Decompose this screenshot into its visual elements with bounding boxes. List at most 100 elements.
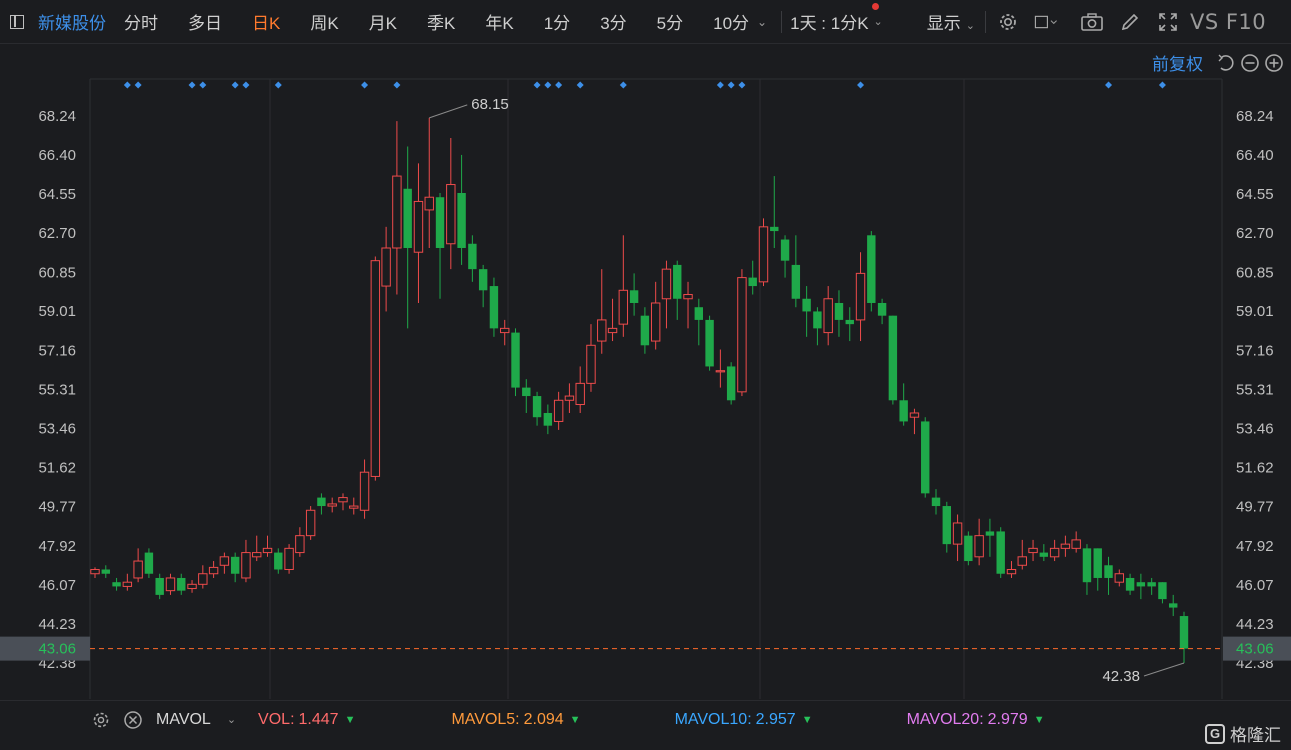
candle-body-down (1136, 582, 1146, 587)
tab-weekly-k[interactable]: 周K (310, 14, 339, 33)
event-marker-diamond-icon (544, 81, 552, 89)
candle-body-down (964, 535, 973, 562)
notification-dot-icon (871, 3, 879, 10)
y-tick-label-left: 51.62 (38, 460, 76, 477)
y-tick-label-left: 47.92 (38, 538, 76, 555)
candle-body-down (726, 366, 736, 401)
pencil-icon[interactable] (1118, 10, 1142, 34)
candle-body-down (834, 302, 844, 320)
candle-body-down (112, 582, 121, 587)
current-price-tag-right (1223, 636, 1291, 661)
fullscreen-icon[interactable] (1156, 10, 1180, 34)
event-marker-diamond-icon (555, 81, 563, 89)
candle-body-down (845, 319, 854, 325)
candlestick-chart[interactable]: 68.24 68.24 66.40 66.40 64.55 64.55 62.70 62.70… (0, 44, 1291, 700)
candle-body-up (586, 344, 596, 384)
candle-body-up (1017, 556, 1027, 566)
y-tick-label-left: 55.31 (38, 382, 76, 399)
display-button[interactable]: 显示 ⌄ (927, 9, 975, 34)
more-tabs-chevron-icon[interactable]: ⌄ (757, 14, 768, 29)
candle-body-up (90, 569, 100, 575)
legend-mavol20-value: 2.979 (987, 710, 1028, 728)
event-marker-diamond-icon (857, 81, 865, 89)
indicator-settings-icon[interactable] (90, 709, 112, 731)
y-tick-label-left: 62.70 (38, 225, 76, 242)
vs-f10-button[interactable]: VS F10 (1189, 9, 1267, 34)
candle-body-down (673, 264, 682, 299)
candle-body-down (155, 577, 164, 595)
candle-body-down (780, 239, 790, 261)
forward-adjust-button[interactable]: 前复权 (1152, 55, 1203, 74)
zoom-out-icon[interactable] (1239, 52, 1261, 74)
candle-body-down (748, 277, 757, 287)
tab-quarterly-k[interactable]: 季K (427, 14, 456, 33)
candle-body-down (791, 264, 801, 299)
candle-body-up (198, 573, 208, 585)
y-tick-label-right: 53.46 (1236, 421, 1274, 438)
sidebar-toggle-icon[interactable] (10, 14, 24, 29)
tab-monthly-k[interactable]: 月K (368, 14, 398, 33)
zoom-in-icon[interactable] (1263, 52, 1285, 74)
event-marker-diamond-icon (576, 81, 584, 89)
candle-body-up (446, 184, 456, 245)
low-price-label: 42.38 (1102, 668, 1140, 685)
interval-chevron-icon: ⌄ (873, 16, 883, 28)
current-price-tag-left (0, 636, 90, 661)
interval-selector[interactable]: 1天 : 1分K ⌄ (790, 3, 883, 34)
candle-body-down (694, 307, 704, 320)
candle-body-up (974, 535, 984, 558)
tab-1min[interactable]: 1分 (543, 14, 571, 33)
legend-mavol20: MAVOL20: 2.979 ▼ (907, 711, 1045, 729)
undo-icon[interactable] (1215, 52, 1237, 74)
candle-body-down (629, 290, 639, 303)
camera-icon[interactable] (1080, 10, 1104, 34)
high-label-leader (429, 104, 468, 119)
kline-chart-area[interactable]: 68.24 68.24 66.40 66.40 64.55 64.55 62.70 62.70… (0, 44, 1291, 700)
candle-body-down (705, 319, 714, 367)
candle-body-up (683, 294, 693, 300)
candle-body-down (274, 552, 283, 570)
candle-body-down (532, 396, 542, 418)
candle-body-down (802, 298, 811, 312)
indicator-name[interactable]: MAVOL (156, 710, 211, 728)
tab-daily-k[interactable]: 日K (252, 14, 281, 33)
y-tick-label-right: 46.07 (1236, 577, 1274, 594)
event-marker-diamond-icon (727, 81, 735, 89)
candle-body-down (1104, 565, 1113, 578)
candle-body-down (1093, 548, 1102, 578)
candle-body-down (813, 311, 822, 329)
square-layout-icon[interactable] (1034, 10, 1058, 34)
volume-legend-bar: MAVOL ⌄ VOL: 1.447 ▼ MAVOL5: 2.094 ▼ MAV… (0, 700, 1291, 738)
tab-multi-day[interactable]: 多日 (188, 14, 222, 33)
candle-body-down (317, 497, 326, 507)
tab-5min[interactable]: 5分 (656, 14, 684, 33)
y-tick-label-left: 46.07 (38, 577, 76, 594)
display-chevron-icon: ⌄ (965, 20, 975, 32)
candle-body-down (931, 497, 941, 507)
event-marker-diamond-icon (1105, 81, 1113, 89)
candle-body-down (877, 302, 887, 316)
tab-3min[interactable]: 3分 (600, 14, 627, 33)
tab-intraday[interactable]: 分时 (124, 14, 158, 33)
tab-10min[interactable]: 10分 (713, 14, 750, 33)
candle-body-up (349, 505, 359, 509)
candle-body-up (952, 522, 963, 545)
settings-gear-icon[interactable] (996, 10, 1020, 34)
candle-body-down (489, 286, 499, 329)
candle-body-up (909, 412, 920, 418)
candle-body-up (597, 319, 607, 342)
y-tick-label-right: 47.92 (1236, 538, 1274, 555)
indicator-chevron-icon[interactable]: ⌄ (226, 714, 237, 726)
candle-body-down (942, 506, 951, 545)
candle-body-down (522, 387, 531, 397)
y-tick-label-left: 59.01 (38, 303, 76, 320)
candle-body-down (1125, 577, 1135, 591)
candle-body-up (295, 535, 305, 554)
adjust-row: 前复权 (1152, 50, 1285, 75)
stock-name[interactable]: 新媒股份 (38, 14, 106, 33)
candle-body-up (650, 302, 661, 342)
tab-yearly-k[interactable]: 年K (485, 14, 514, 33)
indicator-close-icon[interactable] (122, 709, 144, 731)
legend-mavol10-label: MAVOL10: (674, 710, 752, 728)
y-tick-label-right: 51.62 (1236, 460, 1274, 477)
